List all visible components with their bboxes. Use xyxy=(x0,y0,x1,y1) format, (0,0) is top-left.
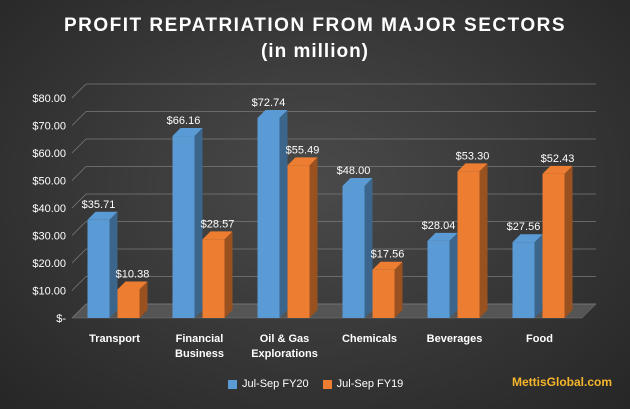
x-tick-label: Financial Business xyxy=(175,333,224,360)
bar xyxy=(87,219,110,318)
data-label: $17.56 xyxy=(371,249,405,261)
x-tick-label-line: Explorations xyxy=(251,348,318,360)
grid-diagonal xyxy=(71,166,87,181)
grid-diagonal xyxy=(71,111,87,126)
bar xyxy=(342,186,365,318)
x-tick-label-line: Transport xyxy=(89,333,140,345)
data-label: $66.16 xyxy=(167,115,201,127)
bar xyxy=(172,136,195,318)
x-tick-label: Transport xyxy=(89,333,140,345)
bar-side xyxy=(279,109,288,318)
chart-title: PROFIT REPATRIATION FROM MAJOR SECTORS xyxy=(63,15,567,36)
grid-diagonal xyxy=(71,83,87,99)
bar xyxy=(372,269,395,318)
y-tick-label: $20.00 xyxy=(32,258,66,270)
bar-top xyxy=(172,128,203,137)
bar xyxy=(512,242,535,318)
data-label: $28.57 xyxy=(201,218,235,230)
y-tick-label: $50.00 xyxy=(32,176,66,188)
bar-top xyxy=(117,281,148,290)
bar-top xyxy=(257,109,288,118)
y-tick-label: $30.00 xyxy=(32,231,66,243)
bar-side xyxy=(109,211,118,318)
legend-item-fy19: Jul-Sep FY19 xyxy=(322,378,404,390)
legend: Jul-Sep FY20 Jul-Sep FY19 xyxy=(228,378,403,390)
bar-top xyxy=(87,211,118,220)
bar-top xyxy=(512,234,543,243)
bar-side xyxy=(139,281,148,318)
bar-side xyxy=(564,165,573,318)
bar-side xyxy=(394,261,403,318)
brand-watermark: MettisGlobal.com xyxy=(511,375,612,389)
bar-top xyxy=(287,157,318,166)
data-label: $52.43 xyxy=(541,153,575,165)
bar xyxy=(287,165,310,318)
legend-item-fy20: Jul-Sep FY20 xyxy=(228,378,309,390)
chart-subtitle: (in million) xyxy=(260,41,370,62)
bar xyxy=(457,171,480,318)
y-tick-label: $80.00 xyxy=(32,93,66,105)
x-tick-label-line: Food xyxy=(526,333,553,345)
bar-side xyxy=(449,232,458,318)
legend-swatch-fy20 xyxy=(228,379,237,389)
data-label: $35.71 xyxy=(82,199,116,211)
data-label: $28.04 xyxy=(422,220,456,232)
grid-diagonal xyxy=(71,193,87,209)
data-label: $27.56 xyxy=(507,221,541,233)
bar-top xyxy=(342,178,373,186)
x-tick-label-line: Beverages xyxy=(427,333,483,345)
bar xyxy=(117,289,140,318)
legend-label-fy20: Jul-Sep FY20 xyxy=(242,378,309,390)
grid-diagonal xyxy=(71,303,87,319)
x-tick-label-line: Oil & Gas xyxy=(260,333,310,345)
bar xyxy=(257,117,280,318)
legend-label-fy19: Jul-Sep FY19 xyxy=(336,378,404,390)
x-tick-label-line: Business xyxy=(175,348,224,360)
x-tick-label-line: Chemicals xyxy=(342,333,397,345)
data-label: $10.38 xyxy=(116,268,150,280)
data-label: $53.30 xyxy=(456,150,490,162)
bar-side xyxy=(364,178,373,318)
bar-top xyxy=(372,261,403,270)
y-tick-label: $40.00 xyxy=(32,203,66,215)
legend-swatch-fy19 xyxy=(322,379,332,389)
bar-side xyxy=(194,128,203,318)
grid-diagonal xyxy=(71,221,87,236)
bar-top xyxy=(202,231,233,240)
bar-top xyxy=(542,165,573,174)
grid-diagonal xyxy=(71,276,87,291)
bar xyxy=(427,240,450,318)
y-tick-label: $60.00 xyxy=(32,148,66,160)
data-label: $72.74 xyxy=(252,97,286,109)
bar xyxy=(542,173,565,318)
x-tick-label: Chemicals xyxy=(342,333,397,345)
bar-side xyxy=(309,157,318,318)
y-tick-label: $70.00 xyxy=(32,121,66,133)
grid-diagonal xyxy=(71,138,87,154)
grid-diagonal xyxy=(71,248,87,264)
y-tick-label: $- xyxy=(56,313,66,325)
x-tick-label: Beverages xyxy=(427,333,483,345)
x-tick-label-line: Financial xyxy=(176,333,224,345)
bar-side xyxy=(479,163,488,318)
bar-side xyxy=(534,234,543,318)
bar-top xyxy=(457,163,488,172)
data-label: $55.49 xyxy=(286,144,320,156)
x-tick-label: Oil & Gas Explorations xyxy=(251,333,318,360)
y-tick-label: $10.00 xyxy=(32,286,66,298)
bar xyxy=(202,239,225,318)
bar-side xyxy=(224,231,233,318)
x-tick-label: Food xyxy=(526,333,553,345)
data-label: $48.00 xyxy=(337,165,371,177)
bar-top xyxy=(427,232,458,241)
